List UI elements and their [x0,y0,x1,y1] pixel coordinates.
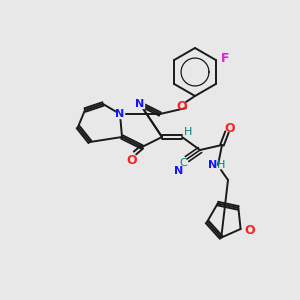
Text: O: O [244,224,255,238]
Text: N: N [174,166,184,176]
Bar [116,110,124,118]
Text: O: O [127,154,137,167]
Text: F: F [220,52,229,65]
Text: H: H [217,160,225,170]
Text: N: N [116,109,124,119]
Text: O: O [225,122,235,134]
Text: H: H [184,127,192,137]
Text: N: N [208,160,217,170]
Text: C: C [179,158,187,168]
Text: N: N [135,99,145,109]
Text: O: O [177,100,187,112]
Bar [136,100,144,107]
